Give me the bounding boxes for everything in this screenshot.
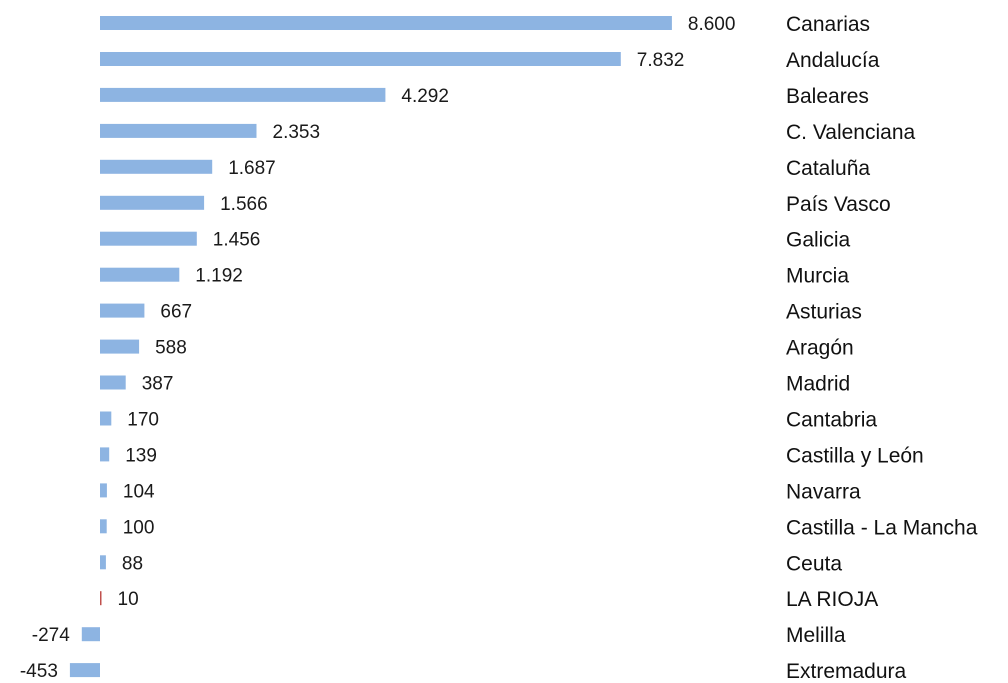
- bar-ceuta: [100, 555, 106, 570]
- value-label: 139: [125, 445, 157, 466]
- category-label: Navarra: [786, 480, 861, 503]
- value-label: 100: [123, 517, 155, 538]
- value-label: 1.456: [213, 230, 261, 251]
- category-labels-group: Canarias Andalucía Baleares C. Valenciana Ca…: [786, 13, 978, 683]
- value-label: 588: [155, 338, 187, 359]
- bar-aragón: [100, 339, 140, 354]
- category-label: Andalucía: [786, 49, 880, 72]
- value-label: 10: [118, 589, 139, 610]
- bar-canarias: [100, 16, 672, 30]
- value-label: 1.192: [195, 266, 243, 287]
- value-label: 1.687: [228, 158, 276, 179]
- category-label: Melilla: [786, 624, 846, 647]
- value-label: 170: [127, 410, 159, 431]
- category-label: Cantabria: [786, 409, 877, 432]
- category-label: LA RIOJA: [786, 588, 878, 611]
- category-label: Baleares: [786, 85, 869, 108]
- category-label: Asturias: [786, 301, 862, 324]
- value-label: 2.353: [273, 122, 321, 143]
- value-label: -453: [20, 661, 58, 682]
- category-label: C. Valenciana: [786, 121, 916, 144]
- category-label: País Vasco: [786, 193, 891, 216]
- bar-murcia: [100, 267, 180, 282]
- bars-group: [69, 16, 672, 678]
- category-label: Castilla y León: [786, 444, 924, 467]
- value-label: 8.600: [688, 14, 736, 35]
- category-label: Canarias: [786, 13, 870, 36]
- value-label: 1.566: [220, 194, 268, 215]
- bar-castilla-la-mancha: [100, 519, 107, 534]
- bar-cataluña: [100, 159, 213, 174]
- category-label: Galicia: [786, 229, 851, 252]
- bar-c-valenciana: [100, 123, 257, 138]
- bar-la-rioja: [100, 591, 102, 606]
- bar-baleares: [100, 87, 386, 102]
- value-label: 387: [142, 374, 174, 395]
- bar-navarra: [100, 483, 107, 498]
- value-label: 7.832: [637, 50, 685, 71]
- category-label: Murcia: [786, 265, 849, 288]
- category-label: Madrid: [786, 373, 850, 396]
- category-label: Cataluña: [786, 157, 870, 180]
- bar-madrid: [100, 375, 126, 390]
- value-label: -274: [32, 625, 70, 646]
- category-label: Ceuta: [786, 552, 842, 575]
- bar-melilla: [81, 627, 100, 642]
- bar-galicia: [100, 231, 197, 246]
- value-label: 88: [122, 553, 143, 574]
- bar-país-vasco: [100, 195, 205, 210]
- value-label: 104: [123, 481, 155, 502]
- value-label: 667: [160, 302, 192, 323]
- bar-castilla-y-león: [100, 447, 110, 462]
- bar-cantabria: [100, 411, 112, 426]
- category-label: Aragón: [786, 337, 854, 360]
- bar-asturias: [100, 303, 145, 318]
- bar-andalucía: [100, 52, 621, 66]
- category-label: Extremadura: [786, 660, 907, 683]
- category-label: Castilla - La Mancha: [786, 516, 978, 539]
- bar-extremadura: [69, 663, 100, 678]
- value-label: 4.292: [401, 86, 449, 107]
